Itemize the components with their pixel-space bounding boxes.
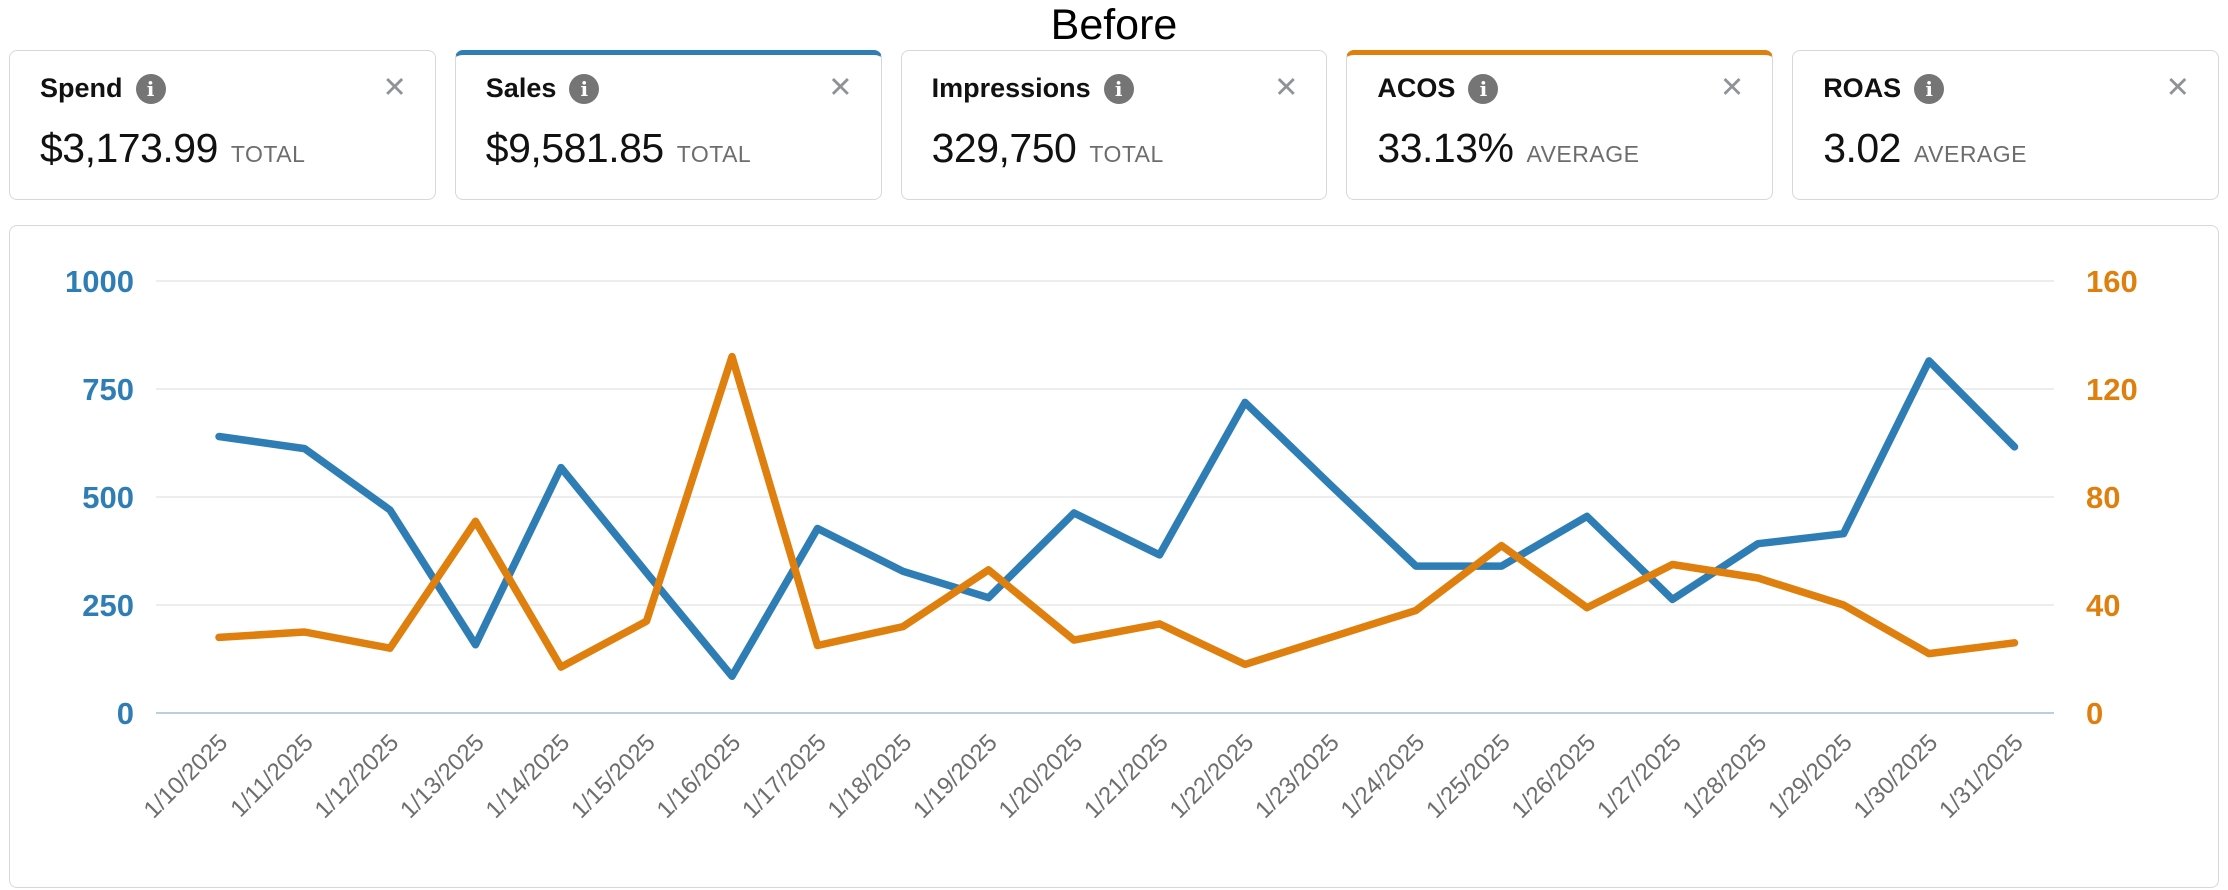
info-icon[interactable]: i [135, 73, 166, 104]
metric-value: 3.02 [1823, 125, 1901, 171]
x-axis-date-label: 1/24/2025 [1336, 729, 1431, 824]
x-axis-date-label: 1/27/2025 [1592, 729, 1687, 824]
x-axis-date-label: 1/15/2025 [566, 729, 661, 824]
page-title: Before [1050, 1, 1178, 49]
acos-line[interactable] [215, 352, 2019, 671]
x-axis-date-label: 1/30/2025 [1849, 729, 1944, 824]
left-axis-tick-label: 250 [82, 588, 134, 623]
right-axis-tick-label: 40 [2086, 588, 2120, 623]
left-axis-ticks: 0 250 500 750 1000 [65, 264, 134, 731]
right-axis-tick-label: 160 [2086, 264, 2138, 299]
metric-qualifier: AVERAGE [1526, 141, 1640, 167]
x-axis-date-label: 1/10/2025 [139, 729, 234, 824]
metric-qualifier: TOTAL [676, 141, 752, 167]
metric-label: Sales [485, 73, 557, 103]
right-axis-tick-label: 80 [2086, 480, 2120, 515]
x-axis-date-label: 1/17/2025 [737, 729, 832, 824]
close-icon[interactable]: ✕ [1274, 72, 1299, 104]
x-axis-date-label: 1/19/2025 [908, 729, 1003, 824]
metric-qualifier: TOTAL [1089, 141, 1164, 167]
dual-axis-line-chart: 0 250 500 750 1000 0 40 80 120 160 1/10/20251/11/2… [65, 264, 2138, 824]
left-axis-tick-label: 500 [82, 480, 134, 515]
metric-label: Impressions [931, 73, 1091, 103]
metric-cards-row: Spend i ✕ $3,173.99 TOTAL Sales i ✕ $9,5… [9, 50, 2219, 200]
x-axis-date-label: 1/21/2025 [1079, 729, 1174, 824]
x-axis-date-label: 1/12/2025 [310, 729, 405, 824]
close-icon[interactable]: ✕ [828, 72, 853, 104]
metric-value: 329,750 [931, 125, 1077, 171]
gridlines [156, 280, 2054, 714]
close-icon[interactable]: ✕ [1719, 72, 1745, 104]
x-axis-date-label: 1/22/2025 [1165, 729, 1260, 824]
metric-value: 33.13% [1377, 125, 1514, 171]
close-icon[interactable]: ✕ [382, 72, 407, 104]
metric-value: $3,173.99 [40, 125, 218, 171]
x-axis-date-label: 1/25/2025 [1421, 729, 1516, 824]
x-axis-date-label: 1/11/2025 [225, 729, 318, 822]
metric-label: Spend [40, 73, 123, 103]
line-chart-panel: 0 250 500 750 1000 0 40 80 120 160 1/10/2025 1/11/2… [9, 225, 2219, 888]
metric-qualifier: TOTAL [230, 141, 306, 167]
left-axis-tick-label: 0 [117, 696, 134, 731]
metric-card-impressions[interactable]: Impressions i ✕ 329,750 TOTAL [900, 50, 1328, 200]
x-axis-date-label: 1/23/2025 [1250, 729, 1345, 824]
metric-card-sales[interactable]: Sales i ✕ $9,581.85 TOTAL [454, 50, 882, 200]
metric-label: ROAS [1823, 73, 1902, 103]
metric-value: $9,581.85 [485, 125, 664, 171]
x-axis-date-label: 1/20/2025 [994, 729, 1089, 824]
metric-card-spend[interactable]: Spend i ✕ $3,173.99 TOTAL [9, 50, 436, 200]
x-axis-date-label: 1/18/2025 [823, 729, 918, 824]
right-axis-tick-label: 120 [2086, 372, 2138, 407]
info-icon[interactable]: i [569, 73, 600, 104]
right-axis-ticks: 0 40 80 120 160 [2086, 264, 2138, 731]
metric-card-acos[interactable]: ACOS i ✕ 33.13% AVERAGE [1346, 50, 1774, 200]
info-icon[interactable]: i [1914, 73, 1945, 104]
info-icon[interactable]: i [1468, 73, 1499, 104]
x-axis-date-label: 1/13/2025 [395, 729, 490, 824]
x-axis-date-label: 1/16/2025 [652, 729, 747, 824]
info-icon[interactable]: i [1103, 73, 1134, 104]
x-axis-date-labels: 1/10/20251/11/20251/12/20251/13/20251/14… [139, 729, 2029, 824]
x-axis-date-label: 1/29/2025 [1763, 729, 1858, 824]
x-axis-date-label: 1/26/2025 [1507, 729, 1602, 824]
metric-label: ACOS [1377, 73, 1456, 103]
close-icon[interactable]: ✕ [2165, 72, 2190, 104]
right-axis-tick-label: 0 [2086, 696, 2103, 731]
metric-qualifier: AVERAGE [1914, 141, 2027, 167]
x-axis-date-label: 1/14/2025 [481, 729, 576, 824]
metric-card-roas[interactable]: ROAS i ✕ 3.02 AVERAGE [1792, 50, 2219, 200]
left-axis-tick-label: 1000 [65, 264, 134, 299]
x-axis-date-label: 1/28/2025 [1678, 729, 1773, 824]
x-axis-date-label: 1/31/2025 [1934, 729, 2029, 824]
left-axis-tick-label: 750 [82, 372, 134, 407]
